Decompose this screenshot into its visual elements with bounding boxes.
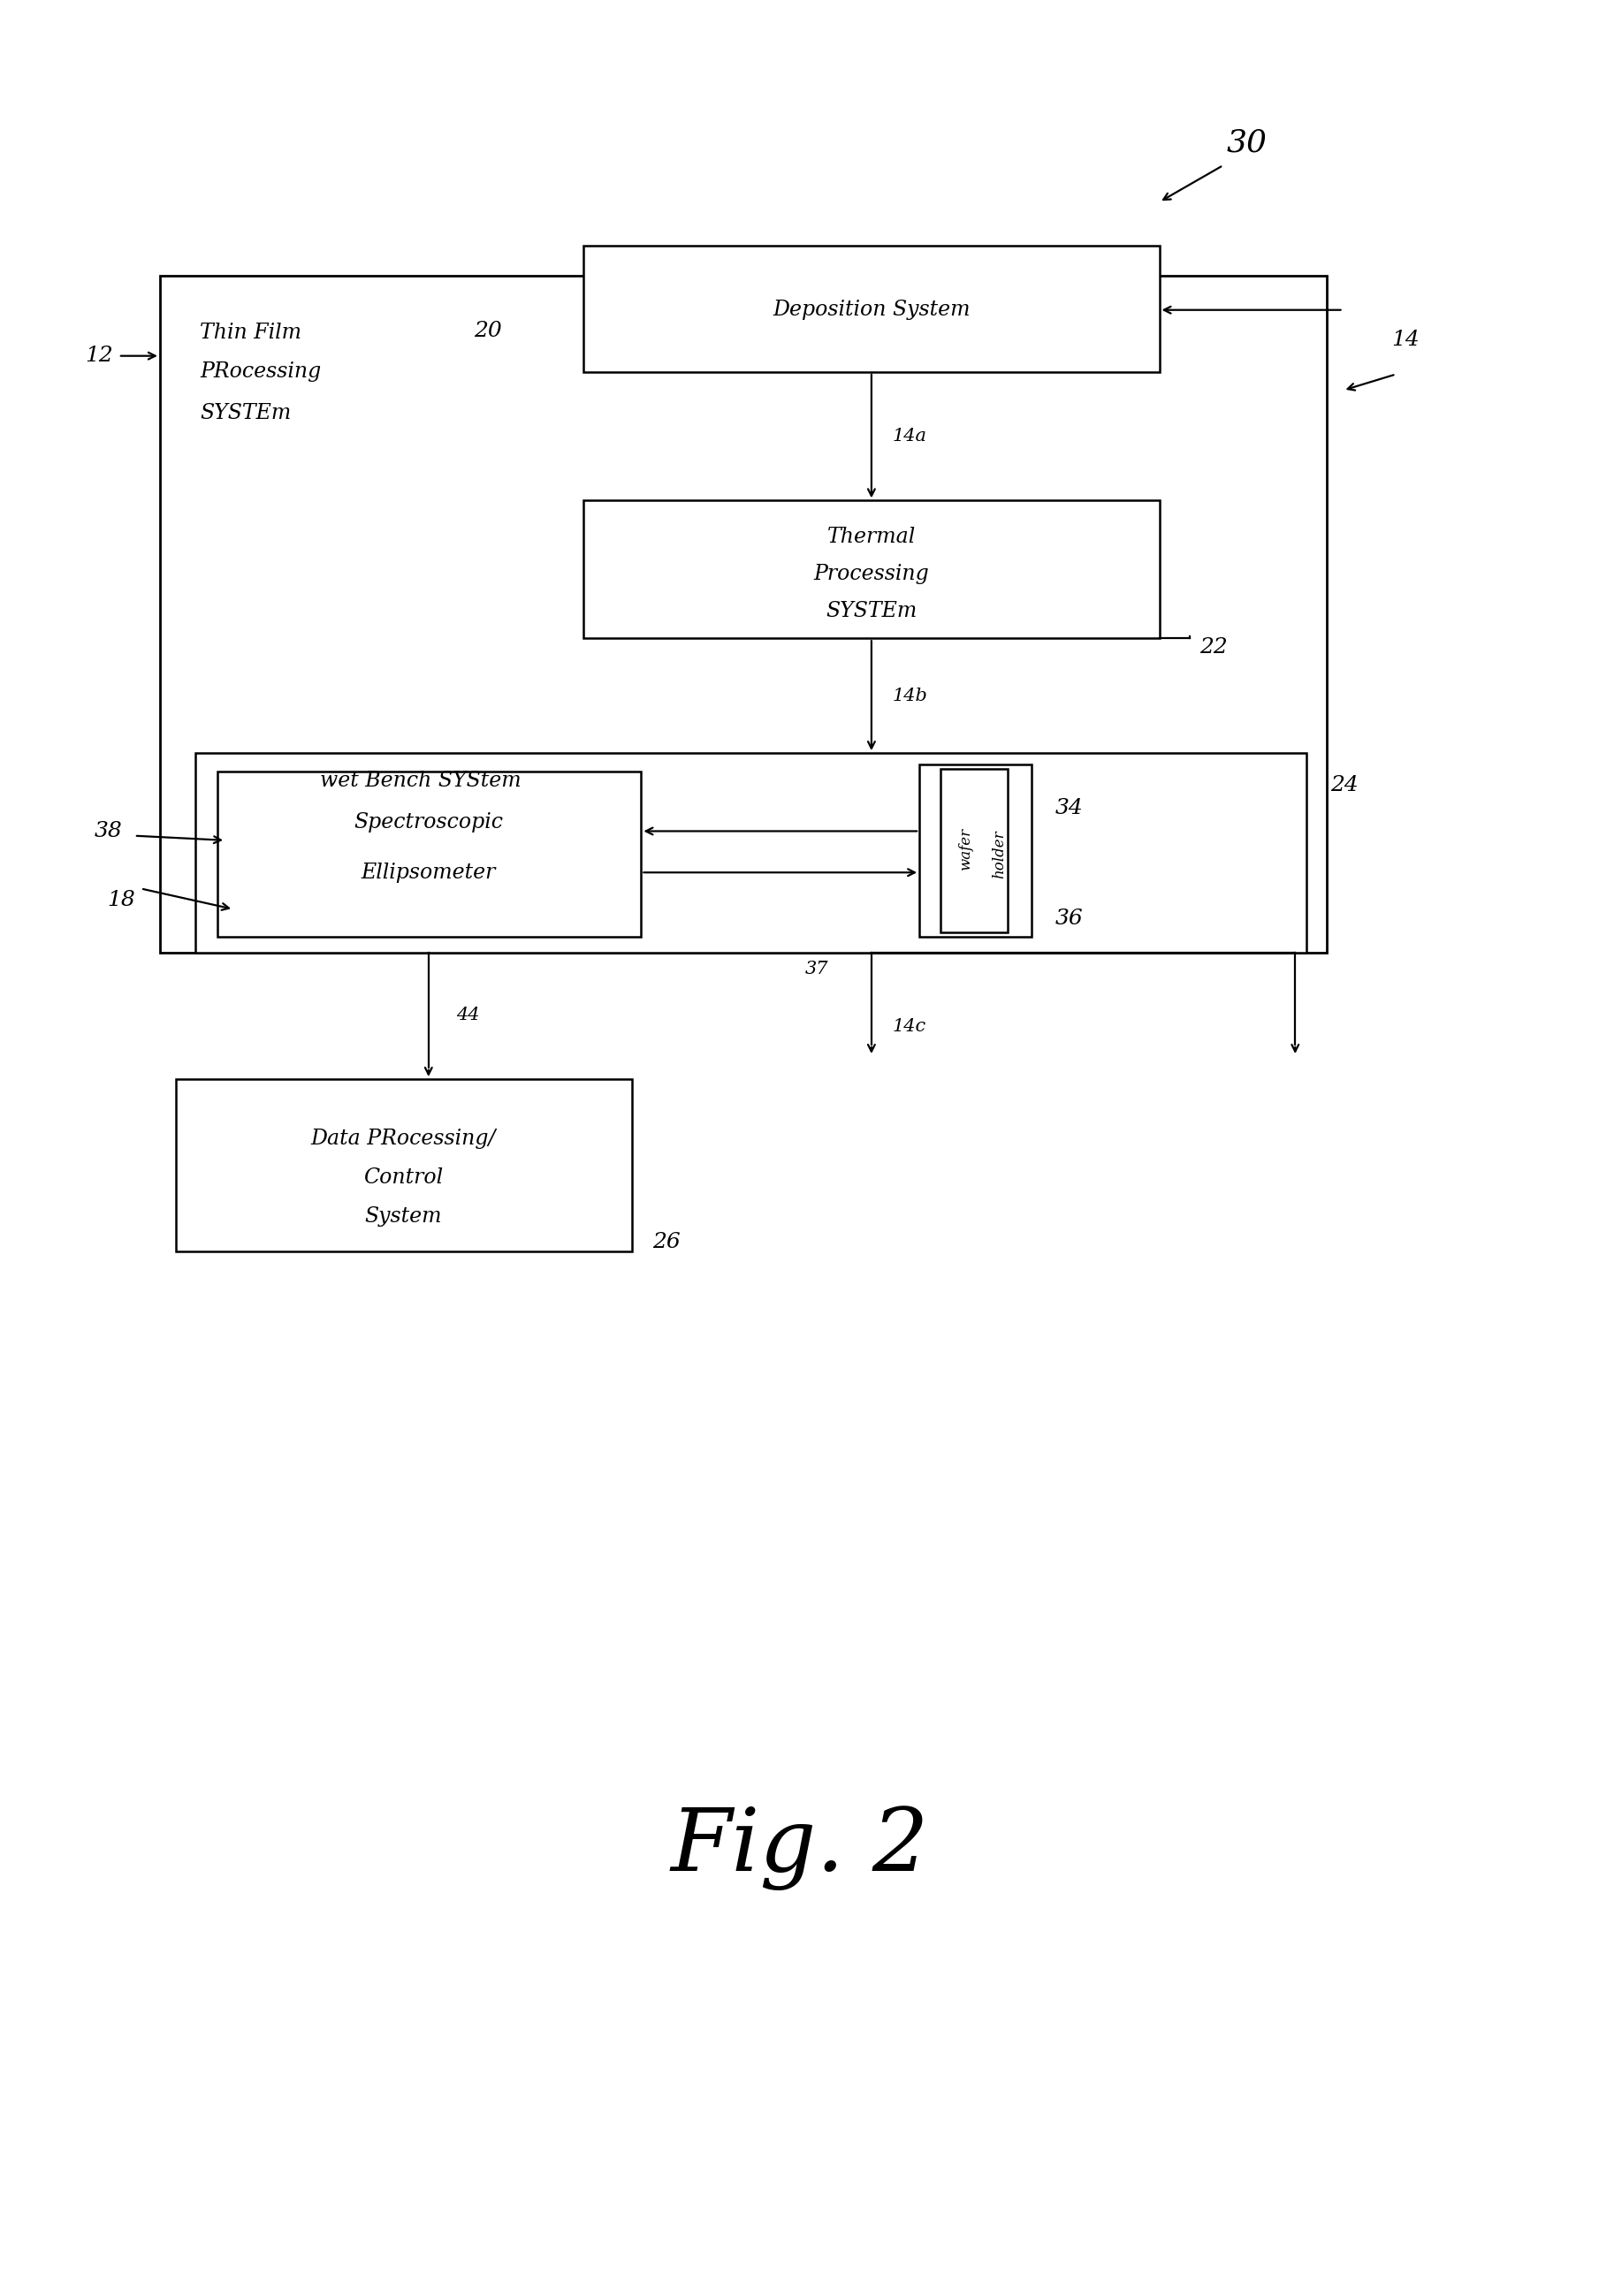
Text: 44: 44 (456, 1006, 480, 1024)
Text: 20: 20 (473, 321, 502, 340)
Text: Control: Control (363, 1169, 443, 1187)
Text: wafer: wafer (958, 829, 974, 870)
Bar (940, 769, 1007, 932)
Text: wet Bench SYStem: wet Bench SYStem (320, 771, 521, 790)
Text: holder: holder (991, 829, 1007, 879)
Bar (217, 771, 641, 937)
Text: Deposition System: Deposition System (772, 301, 971, 319)
Text: Thin Film: Thin Film (200, 324, 302, 342)
Text: Spectroscopic: Spectroscopic (353, 813, 504, 831)
Text: SYSTEm: SYSTEm (200, 404, 291, 422)
Text: 26: 26 (652, 1233, 681, 1251)
Text: 38: 38 (94, 822, 123, 840)
Text: 22: 22 (1199, 638, 1228, 657)
Text: 14: 14 (1391, 331, 1420, 349)
Bar (919, 765, 1031, 937)
Text: SYSTEm: SYSTEm (825, 602, 918, 620)
Text: 14c: 14c (892, 1017, 926, 1035)
Text: 30: 30 (1226, 126, 1268, 158)
Bar (584, 501, 1159, 638)
Text: 37: 37 (804, 960, 828, 978)
Text: Fig. 2: Fig. 2 (670, 1807, 929, 1890)
Bar (584, 246, 1159, 372)
Text: 36: 36 (1055, 909, 1084, 928)
Text: Processing: Processing (814, 565, 929, 583)
Text: System: System (365, 1208, 441, 1226)
Text: 24: 24 (1330, 776, 1359, 794)
Text: 14a: 14a (892, 427, 927, 445)
Text: 18: 18 (107, 891, 136, 909)
Bar (160, 276, 1327, 953)
Text: Data PRocessing/: Data PRocessing/ (310, 1130, 496, 1148)
Text: PRocessing: PRocessing (200, 363, 321, 381)
Text: Ellipsometer: Ellipsometer (361, 863, 496, 882)
Text: 12: 12 (85, 347, 114, 365)
Text: Thermal: Thermal (827, 528, 916, 546)
Text: 14b: 14b (892, 687, 927, 705)
Text: 34: 34 (1055, 799, 1084, 817)
Bar (176, 1079, 632, 1251)
Bar (195, 753, 1306, 953)
